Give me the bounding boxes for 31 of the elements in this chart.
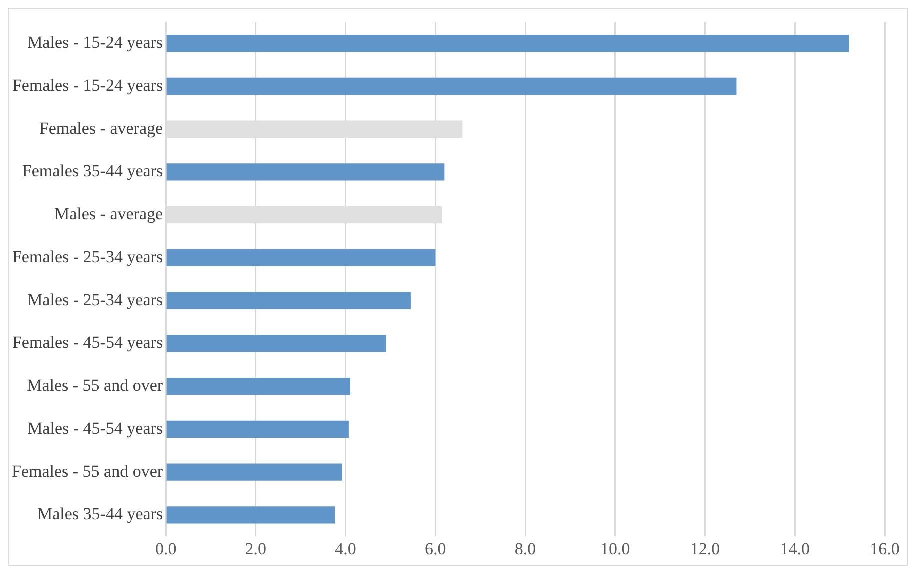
y-tick-label: Males 35-44 years — [37, 504, 164, 524]
y-tick-label: Males - 45-54 years — [28, 418, 164, 438]
y-tick-label: Females - 55 and over — [12, 462, 164, 481]
bar — [166, 420, 349, 438]
x-tick-label: 10.0 — [600, 539, 630, 558]
bar — [166, 464, 342, 481]
x-tick-label: 4.0 — [335, 539, 356, 558]
bar — [166, 164, 445, 181]
y-tick-label: Males - average — [54, 204, 164, 224]
y-tick-label: Males - 25-34 years — [28, 290, 164, 310]
bar — [166, 292, 411, 310]
bar — [166, 78, 737, 96]
y-tick-label: Females 35-44 years — [22, 162, 164, 181]
x-tick-label: 0.0 — [155, 539, 177, 558]
x-tick-label: 6.0 — [425, 539, 446, 558]
x-tick-label: 16.0 — [870, 539, 900, 558]
x-tick-label: 14.0 — [780, 539, 810, 558]
y-tick-label: Females - 15-24 years — [12, 76, 164, 95]
y-tick-label: Males - 15-24 years — [28, 33, 164, 52]
y-tick-label: Males - 55 and over — [27, 376, 164, 396]
y-tick-label: Females - 25-34 years — [12, 247, 164, 266]
x-tick-label: 8.0 — [514, 539, 536, 558]
bar — [166, 249, 436, 267]
bar — [166, 35, 850, 52]
y-tick-label: Females - 45-54 years — [12, 333, 164, 352]
bar — [166, 378, 350, 396]
y-tick-label: Females - average — [39, 118, 164, 138]
bar — [166, 335, 386, 352]
x-tick-label: 2.0 — [245, 539, 267, 558]
x-tick-label: 12.0 — [690, 539, 720, 558]
bar — [166, 506, 336, 524]
